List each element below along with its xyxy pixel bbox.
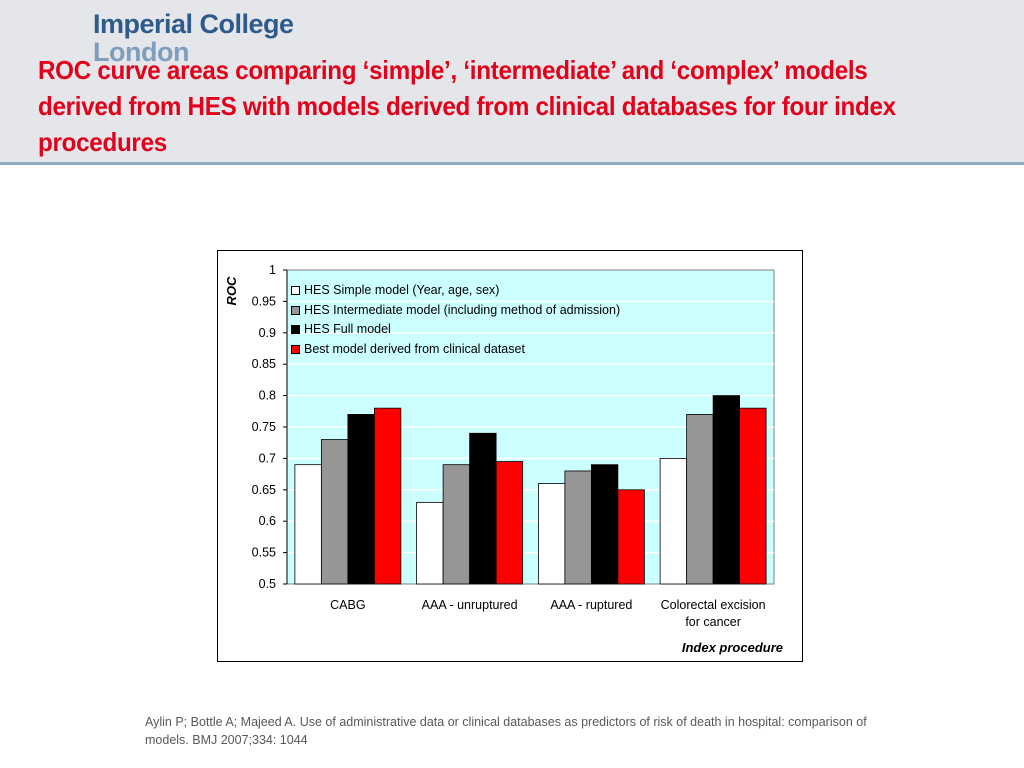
y-tick-label: 0.7 [259, 451, 276, 465]
x-tick-label: AAA - unruptured [422, 598, 518, 612]
bar [537, 483, 566, 585]
y-tick-label: 0.8 [259, 389, 276, 403]
legend-swatch [291, 344, 300, 354]
bar [442, 464, 471, 585]
legend-label: HES Full model [304, 322, 391, 336]
legend-swatch [291, 286, 300, 296]
bar [686, 414, 714, 585]
y-axis-label: ROC [224, 276, 239, 306]
y-tick-label: 0.95 [252, 294, 276, 308]
citation-text: Aylin P; Bottle A; Majeed A. Use of admi… [145, 715, 867, 747]
bar [617, 489, 645, 585]
bar [469, 432, 497, 585]
x-axis-label: Index procedure [682, 640, 783, 655]
bar [659, 457, 688, 585]
bar [416, 501, 444, 585]
x-tick-label: CABG [330, 598, 365, 612]
legend-swatch [291, 305, 300, 315]
logo-line-1: Imperial College [93, 9, 294, 39]
legend-item: Best model derived from clinical dataset [291, 340, 620, 360]
bar [495, 461, 524, 585]
chart-legend: HES Simple model (Year, age, sex) HES Int… [291, 281, 620, 359]
imperial-college-logo: Imperial College London [93, 10, 294, 66]
y-tick-label: 0.65 [252, 483, 276, 497]
slide-title: ROC curve areas comparing ‘simple’, ‘int… [38, 55, 896, 157]
legend-label: HES Simple model (Year, age, sex) [304, 283, 500, 297]
y-tick-label: 0.9 [259, 326, 276, 340]
y-tick-label: 0.85 [252, 357, 276, 371]
legend-label: HES Intermediate model (including method… [304, 302, 621, 317]
y-tick-label: 0.6 [259, 514, 276, 528]
bar [294, 464, 322, 585]
bar [347, 414, 375, 585]
bar [739, 407, 767, 585]
bar [712, 395, 741, 585]
bar [564, 470, 592, 585]
bar [320, 439, 349, 585]
legend-item: HES Intermediate model (including method… [291, 301, 620, 321]
roc-bar-chart: 1 0.95 0.9 0.85 0.8 0.75 0.7 0.65 0.6 0.55 0.5 CABG… [224, 263, 783, 655]
chart-frame: 1 0.95 0.9 0.85 0.8 0.75 0.7 0.65 0.6 0.55 0.5 CABG… [217, 250, 803, 662]
x-tick-label: Colorectal excision for cancer [661, 598, 766, 629]
slide-header: Imperial College London ROC curve areas … [0, 0, 1024, 165]
legend-label: Best model derived from clinical dataset [304, 341, 525, 356]
y-tick-label: 0.75 [252, 420, 276, 434]
y-tick-label: 0.5 [259, 577, 276, 591]
bar [590, 464, 619, 585]
bar [373, 407, 402, 585]
legend-swatch [291, 325, 300, 335]
logo-line-2: London [93, 37, 189, 67]
x-tick-label: AAA - ruptured [550, 598, 632, 612]
legend-item: HES Full model [291, 320, 620, 340]
y-tick-label: 1 [269, 263, 276, 277]
y-tick-label: 0.55 [252, 546, 276, 560]
legend-item: HES Simple model (Year, age, sex) [291, 281, 620, 301]
